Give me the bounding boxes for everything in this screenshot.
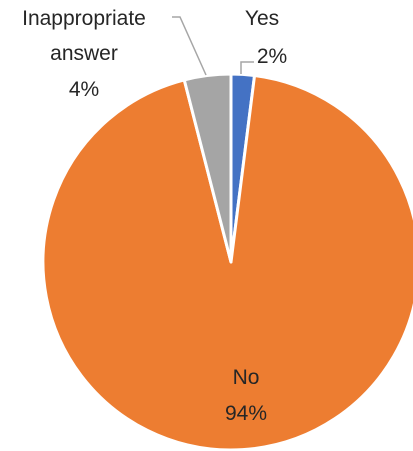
label-inappropriate-line2: answer: [50, 42, 118, 65]
leader-line-inappropriate: [172, 16, 207, 76]
label-no-name: No: [233, 366, 260, 389]
label-no-pct: 94%: [225, 402, 267, 425]
label-inappropriate-pct: 4%: [69, 78, 99, 101]
label-inappropriate-line1: Inappropriate: [22, 7, 146, 30]
pie-slice-inappropriate-answer: [182, 72, 233, 264]
leader-line-yes: [240, 61, 254, 74]
pie-slice-no: [41, 73, 413, 451]
label-yes-pct: 2%: [257, 45, 287, 68]
pie-slices: [41, 72, 413, 451]
label-yes-name: Yes: [245, 7, 279, 30]
